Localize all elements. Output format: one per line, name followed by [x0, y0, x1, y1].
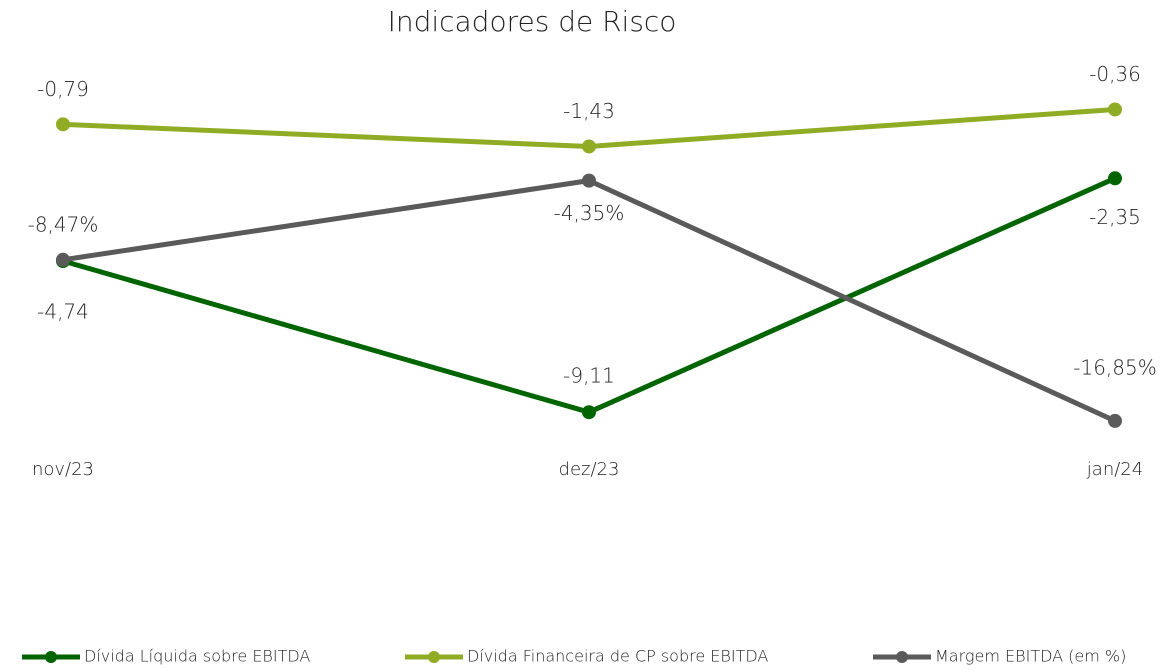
data-label: -0,79: [37, 77, 89, 101]
point: [582, 405, 596, 420]
point: [582, 139, 596, 154]
point: [56, 117, 70, 132]
legend-label: Dívida Financeira de CP sobre EBITDA: [467, 647, 768, 666]
x-tick-label: nov/23: [32, 459, 94, 480]
point: [1108, 102, 1122, 117]
data-label: -8,47%: [28, 212, 99, 236]
chart-title: Indicadores de Risco: [388, 5, 677, 38]
legend-label: Margem EBITDA (em %): [935, 647, 1126, 666]
data-label: -16,85%: [1073, 355, 1156, 379]
x-tick-label: dez/23: [559, 459, 620, 480]
x-tick-label: jan/24: [1086, 459, 1143, 480]
legend-marker: [45, 651, 57, 663]
data-label: -2,35: [1089, 205, 1141, 229]
data-label: -4,74: [37, 300, 89, 324]
point: [582, 173, 596, 188]
data-label: -1,43: [563, 99, 615, 123]
data-label: -4,35%: [554, 201, 625, 225]
legend-label: Dívida Líquida sobre EBITDA: [84, 647, 310, 666]
point: [1108, 413, 1122, 428]
point: [1108, 171, 1122, 186]
legend-marker: [428, 651, 440, 663]
data-label: -9,11: [563, 364, 615, 388]
point: [56, 252, 70, 267]
data-label: -0,36: [1089, 62, 1141, 86]
legend-marker: [896, 651, 908, 663]
